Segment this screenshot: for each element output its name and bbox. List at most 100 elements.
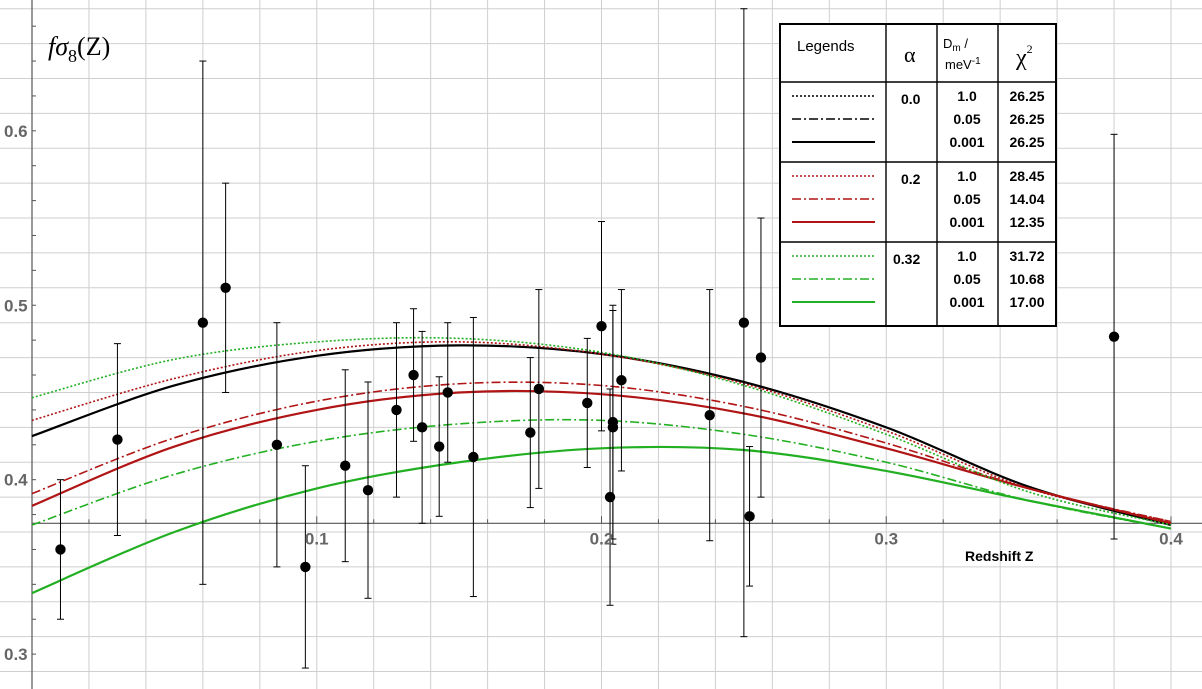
- y-axis-title-sub: 8: [68, 46, 77, 66]
- legend-header-dm-slash: /: [961, 36, 969, 51]
- legend-header-dm-d: D: [943, 36, 952, 51]
- x-tick-label: 0.4: [1159, 529, 1183, 548]
- legend-header-chi-sup: 2: [1027, 42, 1033, 56]
- legend-chi2-value: 14.04: [1009, 191, 1044, 207]
- point-marker: [744, 511, 755, 522]
- series-line: [31, 341, 1172, 523]
- data-point: [300, 465, 311, 669]
- data-point: [1108, 133, 1120, 540]
- y-tick-label: 0.3: [4, 645, 28, 664]
- legend-header-unit-sup: -1: [972, 56, 981, 67]
- y-tick-label: 0.5: [4, 296, 28, 315]
- data-point: [468, 316, 479, 598]
- data-point: [220, 182, 231, 393]
- point-marker: [525, 427, 536, 438]
- point-marker: [616, 375, 627, 386]
- legend-header-unit: meV-1: [945, 56, 981, 72]
- data-point: [362, 381, 374, 599]
- data-point: [744, 446, 755, 587]
- legend-dm-value: 1.0: [957, 248, 977, 264]
- legend-dm-value: 0.001: [949, 294, 984, 310]
- legend-dm-value: 0.05: [953, 191, 980, 207]
- data-point: [340, 369, 351, 563]
- point-marker: [408, 369, 419, 381]
- data-point: [408, 308, 419, 442]
- series-line: [31, 445, 1172, 595]
- legend-chi2-value: 28.45: [1009, 168, 1044, 184]
- data-points: [55, 8, 1120, 669]
- point-marker: [197, 317, 209, 328]
- legend-frame: [779, 23, 1057, 327]
- point-marker: [300, 561, 311, 573]
- point-marker: [55, 544, 66, 555]
- legend-chi2-value: 12.35: [1009, 214, 1044, 230]
- data-point: [442, 322, 453, 463]
- point-marker: [704, 409, 715, 421]
- data-point: [607, 309, 619, 545]
- legend-alpha-value: 0.32: [893, 251, 920, 267]
- data-point: [738, 8, 750, 638]
- point-marker: [391, 404, 402, 416]
- legend-grid-lines: [780, 24, 1056, 326]
- point-marker: [596, 320, 607, 332]
- data-point: [391, 322, 402, 498]
- data-point: [271, 322, 283, 568]
- point-marker: [416, 422, 428, 433]
- legend-chi2-value: 31.72: [1009, 248, 1044, 264]
- point-marker: [755, 352, 767, 363]
- data-point: [755, 217, 767, 498]
- legend-dm-value: 1.0: [957, 88, 977, 104]
- x-tick-label: 0.3: [874, 529, 898, 548]
- legend-chi2-value: 10.68: [1009, 271, 1044, 287]
- y-tick-label: 0.4: [4, 471, 28, 490]
- legend-header-dm-sub: m: [952, 43, 960, 54]
- axes: [31, 0, 1202, 689]
- point-marker: [607, 422, 619, 433]
- legend-chi2-value: 26.25: [1009, 111, 1044, 127]
- point-marker: [604, 491, 616, 503]
- point-marker: [362, 484, 374, 496]
- point-marker: [582, 397, 593, 409]
- y-axis-title-main: fσ: [48, 32, 69, 61]
- tick-labels: 0.1 0.2 0.3 0.4 0.3 0.4 0.5 0.6: [4, 122, 1183, 664]
- data-point: [55, 479, 66, 620]
- point-marker: [533, 383, 545, 395]
- point-marker: [220, 282, 231, 294]
- legend-alpha-value: 0.2: [901, 171, 921, 187]
- legend-dm-value: 1.0: [957, 168, 977, 184]
- x-tick-label: 0.1: [305, 529, 329, 548]
- legend-header-alpha: α: [904, 42, 916, 67]
- data-point: [582, 337, 593, 468]
- legend-rows: 0.0 1.0 26.25 0.05 26.25 0.001 26.25 0.2 1.0 28.4…: [792, 88, 1045, 310]
- x-axis-title: Redshift Z: [965, 548, 1034, 564]
- data-point: [525, 357, 536, 509]
- legend-header-chi-symbol: χ: [1015, 45, 1027, 71]
- series-line: [31, 336, 1172, 526]
- x-tick-label: 0.2: [590, 529, 614, 548]
- data-point: [433, 376, 445, 517]
- legend-table: Legends α Dm / meV-1 χ2 0.0 1.0 26.25 0.05 2…: [779, 23, 1057, 327]
- data-point: [704, 289, 715, 542]
- legend-chi2-value: 26.25: [1009, 88, 1044, 104]
- point-marker: [1108, 331, 1120, 342]
- data-point: [112, 343, 123, 537]
- point-marker: [271, 439, 283, 450]
- point-marker: [468, 451, 479, 463]
- point-marker: [433, 441, 445, 452]
- point-marker: [738, 317, 750, 328]
- legend-header-legends: Legends: [797, 38, 855, 55]
- legend-chi2-value: 26.25: [1009, 134, 1044, 150]
- legend-dm-value: 0.05: [953, 111, 980, 127]
- legend-header-chi: χ2: [1015, 42, 1033, 71]
- data-point: [197, 60, 209, 585]
- y-axis-title: fσ8(Z): [48, 32, 110, 66]
- data-point: [533, 289, 545, 489]
- point-marker: [112, 434, 123, 445]
- data-point: [416, 330, 428, 524]
- y-axis-title-arg: (Z): [77, 32, 110, 61]
- legend-dm-value: 0.001: [949, 214, 984, 230]
- point-marker: [340, 460, 351, 471]
- point-marker: [442, 387, 453, 398]
